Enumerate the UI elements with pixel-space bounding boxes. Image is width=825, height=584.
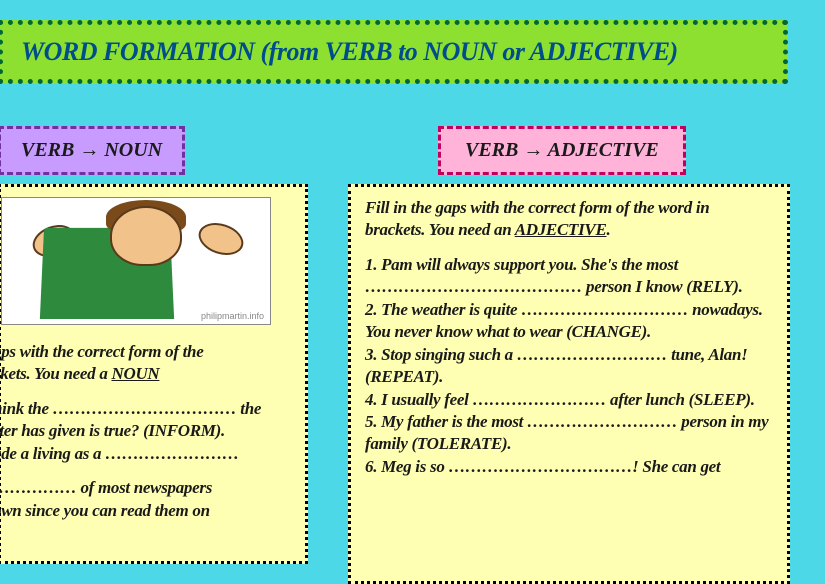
clipart-reading: philipmartin.info bbox=[1, 197, 271, 325]
adj-instructions: Fill in the gaps with the correct form o… bbox=[365, 197, 773, 242]
noun-instructions-line2: ckets. You need a NOUN bbox=[0, 363, 295, 385]
adj-q5: 5. My father is the most ……………………… perso… bbox=[365, 411, 773, 456]
panel-noun: philipmartin.info aps with the correct f… bbox=[0, 184, 308, 564]
noun-q2-line1: ade a living as a …………………… bbox=[0, 443, 295, 465]
noun-instructions-text: ckets. You need a bbox=[0, 364, 111, 383]
panel-adjective: Fill in the gaps with the correct form o… bbox=[348, 184, 790, 584]
label-verb-noun: VERB → NOUN bbox=[0, 126, 185, 175]
adj-q3: 3. Stop singing such a ……………………… tune, A… bbox=[365, 344, 773, 389]
image-credit: philipmartin.info bbox=[201, 311, 264, 321]
noun-underlined: NOUN bbox=[111, 364, 159, 383]
noun-q3-line1: …………… of most newspapers bbox=[0, 477, 295, 499]
noun-q1-line1: hink the …………………………… the bbox=[0, 398, 295, 420]
page-title: WORD FORMATION (from VERB to NOUN or ADJ… bbox=[21, 37, 765, 67]
noun-instructions-line1: aps with the correct form of the bbox=[0, 341, 295, 363]
noun-q1-line2: ster has given is true? (INFORM). bbox=[0, 420, 295, 442]
title-box: WORD FORMATION (from VERB to NOUN or ADJ… bbox=[0, 20, 788, 84]
adj-q2: 2. The weather is quite ………………………… nowad… bbox=[365, 299, 773, 344]
label-verb-adjective: VERB → ADJECTIVE bbox=[438, 126, 686, 175]
adj-underlined: ADJECTIVE bbox=[515, 220, 607, 239]
noun-q3-line2: own since you can read them on bbox=[0, 500, 295, 522]
adj-q4: 4. I usually feel …………………… after lunch (… bbox=[365, 389, 773, 411]
adj-q1: 1. Pam will always support you. She's th… bbox=[365, 254, 773, 299]
adj-q6: 6. Meg is so ……………………………! She can get bbox=[365, 456, 773, 478]
adj-instructions-period: . bbox=[607, 220, 611, 239]
